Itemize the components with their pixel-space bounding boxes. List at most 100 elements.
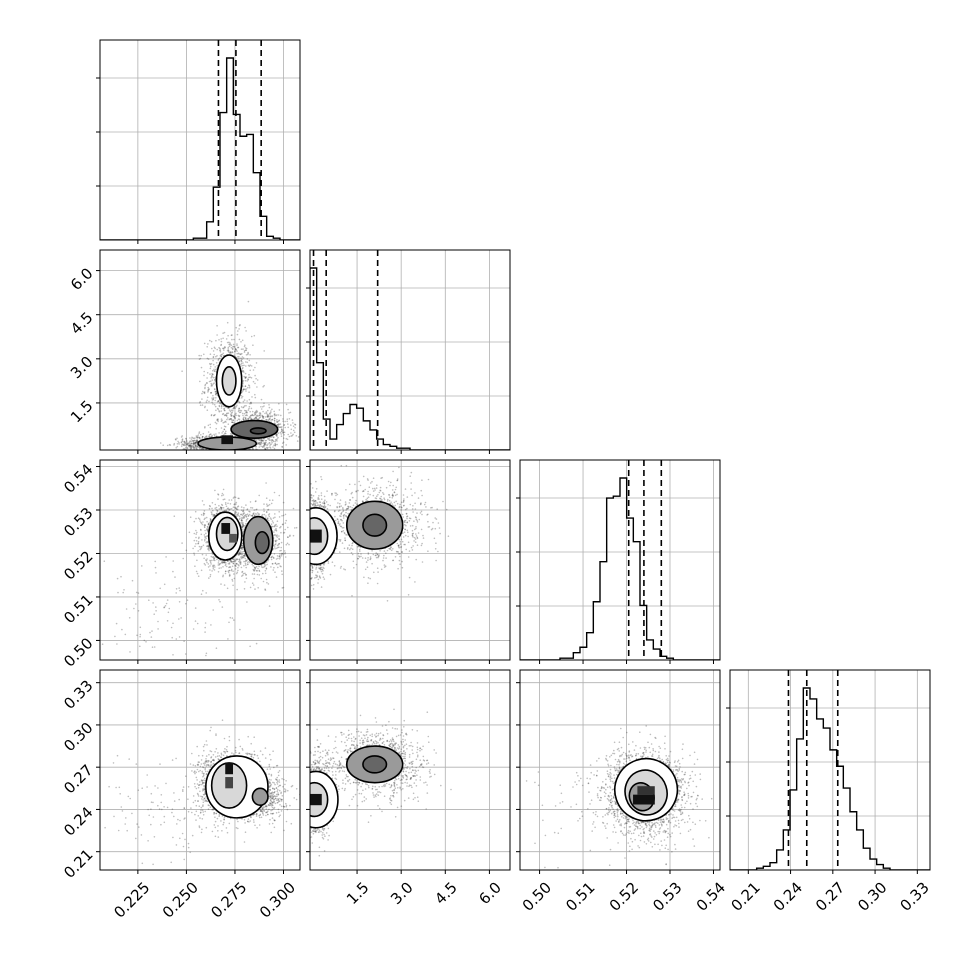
scatter-point — [238, 328, 240, 330]
scatter-point — [249, 354, 251, 356]
scatter-point — [252, 513, 255, 515]
scatter-point — [198, 437, 201, 440]
scatter-point — [244, 376, 247, 378]
scatter-point — [188, 441, 191, 444]
scatter-point — [258, 414, 261, 417]
scatter-point — [265, 446, 268, 449]
scatter-point — [241, 551, 244, 553]
scatter-point — [207, 358, 210, 360]
density-panel-2-0 — [100, 460, 300, 660]
scatter-point — [216, 348, 218, 351]
scatter-point — [215, 355, 217, 358]
scatter-point — [224, 454, 226, 456]
scatter-point — [242, 574, 244, 576]
scatter-point — [186, 443, 188, 445]
scatter-point — [255, 512, 257, 515]
scatter-point — [229, 503, 232, 505]
scatter-point — [217, 359, 220, 361]
scatter-point — [211, 435, 213, 438]
scatter-point — [203, 526, 206, 528]
scatter-point — [208, 400, 210, 403]
scatter-point — [277, 432, 280, 435]
scatter-point — [213, 379, 216, 381]
scatter-point — [232, 419, 234, 421]
scatter-point — [240, 547, 242, 549]
scatter-point — [245, 452, 247, 454]
scatter-point — [203, 510, 206, 512]
scatter-point — [217, 498, 219, 500]
scatter-point — [245, 376, 248, 378]
scatter-point — [235, 508, 238, 510]
scatter-point — [232, 409, 234, 412]
scatter-point — [240, 519, 243, 521]
scatter-point — [270, 502, 273, 505]
scatter-point — [241, 397, 243, 399]
scatter-point — [231, 347, 234, 350]
scatter-point — [216, 509, 218, 512]
scatter-point — [275, 434, 278, 437]
scatter-point — [236, 558, 238, 561]
scatter-point — [267, 438, 270, 440]
scatter-point — [242, 555, 244, 558]
scatter-point — [231, 580, 234, 582]
scatter-point — [241, 520, 243, 522]
scatter-point — [188, 444, 191, 447]
scatter-point — [227, 349, 230, 352]
scatter-point — [269, 447, 272, 449]
scatter-point — [249, 364, 252, 367]
scatter-point — [257, 442, 260, 445]
scatter-point — [282, 514, 285, 517]
scatter-point — [276, 433, 278, 435]
scatter-point — [245, 411, 247, 414]
scatter-point — [256, 514, 258, 516]
scatter-point — [281, 552, 284, 555]
scatter-point — [240, 359, 243, 362]
scatter-point — [220, 508, 223, 511]
scatter-point — [255, 411, 258, 414]
scatter-point — [248, 386, 251, 389]
scatter-point — [267, 517, 269, 519]
scatter-point — [243, 525, 245, 527]
scatter-point — [200, 547, 202, 550]
scatter-point — [280, 435, 283, 438]
scatter-point — [255, 412, 257, 414]
scatter-point — [227, 407, 230, 410]
scatter-point — [242, 418, 245, 421]
scatter-point — [207, 563, 210, 565]
scatter-point — [224, 409, 226, 412]
scatter-point — [275, 452, 277, 454]
scatter-point — [236, 588, 238, 591]
scatter-point — [241, 546, 244, 549]
scatter-point — [269, 444, 271, 446]
scatter-point — [206, 544, 209, 547]
scatter-point — [233, 346, 236, 348]
scatter-point — [180, 445, 183, 448]
scatter-point — [213, 397, 215, 399]
scatter-point — [183, 447, 185, 450]
scatter-point — [212, 513, 214, 516]
scatter-point — [230, 415, 233, 417]
scatter-point — [286, 542, 289, 545]
scatter-point — [265, 439, 268, 442]
scatter-point — [275, 543, 277, 545]
scatter-point — [281, 570, 283, 572]
scatter-point — [178, 441, 180, 444]
scatter-point — [262, 417, 265, 420]
scatter-point — [229, 574, 231, 577]
scatter-point — [253, 418, 256, 420]
scatter-point — [248, 416, 251, 418]
scatter-point — [249, 561, 251, 564]
scatter-point — [271, 525, 274, 528]
scatter-point — [230, 418, 232, 420]
scatter-point — [265, 517, 267, 519]
scatter-point — [242, 388, 245, 391]
scatter-point — [206, 454, 208, 456]
scatter-point — [223, 414, 226, 417]
scatter-point — [240, 561, 242, 564]
scatter-point — [217, 560, 220, 562]
scatter-point — [270, 525, 273, 528]
scatter-point — [277, 421, 279, 423]
density-panel-1-0 — [100, 250, 300, 456]
scatter-point — [245, 516, 248, 518]
scatter-point — [236, 404, 238, 407]
